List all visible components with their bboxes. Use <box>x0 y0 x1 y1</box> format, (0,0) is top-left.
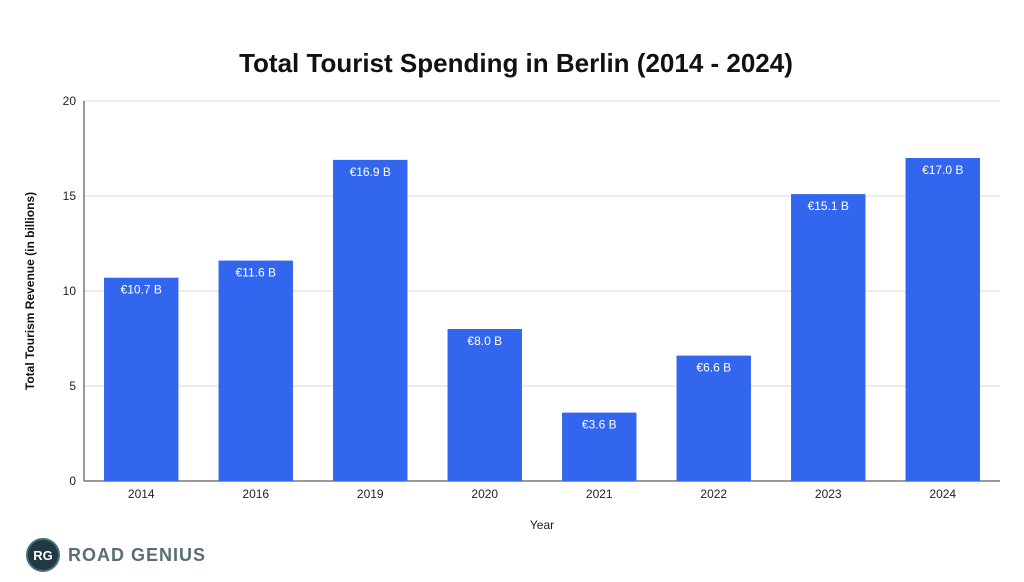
bar-2024 <box>905 158 980 481</box>
x-tick-label: 2019 <box>357 487 384 501</box>
data-label-2020: €8.0 B <box>467 334 502 348</box>
x-tick-label: 2014 <box>128 487 155 501</box>
x-axis-ticks: 2014 2016 2019 2020 2021 2022 2023 2024 <box>128 487 957 501</box>
bar-2023 <box>791 194 866 481</box>
bar-2022 <box>676 355 751 481</box>
bar-2020 <box>447 329 522 481</box>
data-label-2024: €17.0 B <box>922 163 963 177</box>
data-label-2014: €10.7 B <box>121 283 162 297</box>
data-label-2019: €16.9 B <box>350 165 391 179</box>
x-tick-label: 2020 <box>471 487 498 501</box>
bar-2016 <box>218 260 293 481</box>
data-label-2016: €11.6 B <box>236 266 276 280</box>
x-tick-label: 2022 <box>700 487 727 501</box>
y-tick-label: 0 <box>69 474 76 488</box>
y-tick-label: 10 <box>63 284 77 298</box>
y-tick-label: 5 <box>69 379 76 393</box>
y-axis-ticks: 0 5 10 15 20 <box>63 94 77 488</box>
data-label-2021: €3.6 B <box>582 418 617 432</box>
bar-2019 <box>333 159 408 481</box>
chart-title: Total Tourist Spending in Berlin (2014 -… <box>239 48 793 78</box>
x-tick-label: 2016 <box>242 487 269 501</box>
bar-2014 <box>104 277 179 481</box>
x-tick-label: 2024 <box>929 487 956 501</box>
x-tick-label: 2023 <box>815 487 842 501</box>
data-label-2022: €6.6 B <box>696 361 731 375</box>
brand-name: ROAD GENIUS <box>68 544 207 565</box>
y-tick-label: 15 <box>63 189 77 203</box>
x-tick-label: 2021 <box>586 487 613 501</box>
y-tick-label: 20 <box>63 94 77 108</box>
bar-2021 <box>562 412 637 481</box>
y-axis-label: Total Tourism Revenue (in billions) <box>23 192 37 390</box>
data-label-2023: €15.1 B <box>808 199 849 213</box>
x-axis-label: Year <box>530 518 554 532</box>
bars: €10.7 B €11.6 B €16.9 B €8.0 B €3.6 B €6.6 B €… <box>104 158 980 481</box>
brand-badge-icon: RG <box>26 538 60 572</box>
brand-logo: RG ROAD GENIUS <box>26 538 206 572</box>
